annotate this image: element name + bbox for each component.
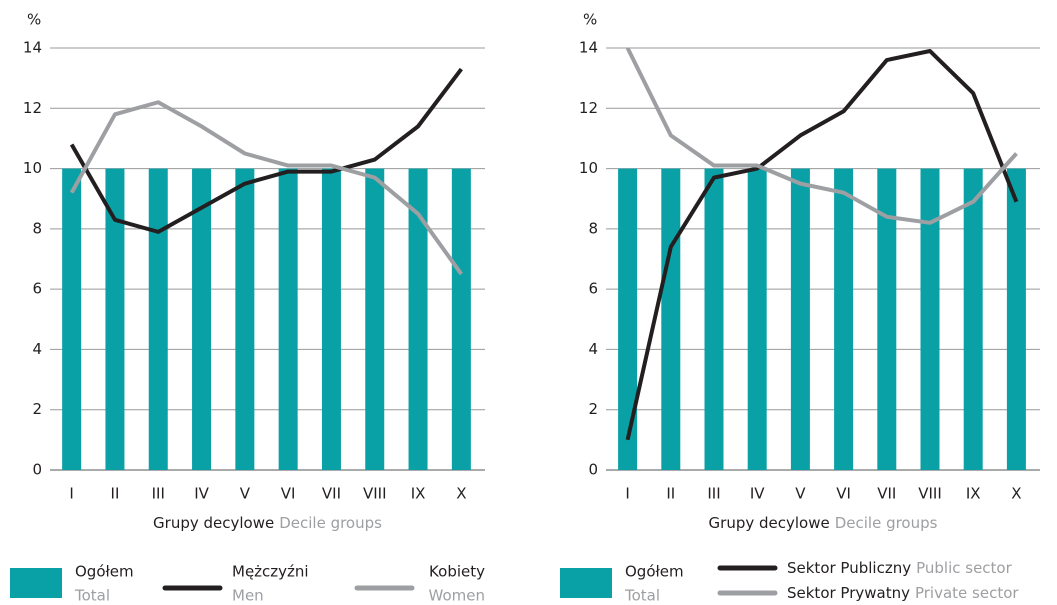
legend-label-en: Men (232, 587, 264, 605)
x-axis-title: Grupy decylowe Decile groups (153, 514, 382, 532)
bar (148, 168, 168, 471)
line (625, 47, 1018, 225)
bar (834, 168, 854, 471)
bar (192, 168, 212, 471)
x-tick-label: VI (281, 485, 296, 503)
x-tick-label: I (625, 485, 629, 503)
x-tick-label: IX (966, 485, 981, 503)
legend-label: Sektor Publiczny Public sector (787, 559, 1013, 577)
x-axis-title-pl: Grupy decylowe (153, 514, 274, 532)
x-tick-label: II (666, 485, 675, 503)
x-tick-label: II (111, 485, 120, 503)
y-tick-label: 6 (588, 280, 598, 298)
y-tick-label: 4 (32, 340, 42, 358)
legend-label: Sektor Prywatny Private sector (787, 584, 1019, 602)
y-unit: % (583, 11, 597, 29)
y-tick-label: 12 (579, 99, 598, 117)
legend-label: Mężczyźni (232, 563, 309, 581)
bar (920, 168, 940, 471)
y-tick-label: 2 (588, 400, 598, 418)
legend-label: Ogółem (625, 563, 684, 581)
bar (365, 168, 385, 471)
bar (1006, 168, 1026, 471)
y-tick-label: 10 (23, 159, 42, 177)
x-tick-label: V (795, 485, 806, 503)
x-axis-title-en: Decile groups (279, 514, 382, 532)
line (69, 100, 463, 276)
bar (618, 168, 638, 471)
bar (235, 168, 255, 471)
legend-label-en: Public sector (916, 559, 1013, 577)
bar (321, 168, 341, 471)
y-tick-label: 8 (32, 219, 42, 237)
x-tick-label: III (707, 485, 720, 503)
x-axis-title: Grupy decylowe Decile groups (709, 514, 938, 532)
legend-swatch (560, 568, 612, 598)
y-tick-label: 14 (23, 39, 42, 57)
y-tick-label: 12 (23, 99, 42, 117)
bar (963, 168, 983, 471)
x-tick-label: VIII (918, 485, 942, 503)
bar (105, 168, 125, 471)
bar (661, 168, 681, 471)
legend-label-en: Total (624, 587, 660, 605)
bar (408, 168, 428, 471)
x-axis-title-en: Decile groups (835, 514, 938, 532)
x-tick-label: I (69, 485, 73, 503)
bar (790, 168, 810, 471)
y-tick-label: 0 (32, 461, 42, 479)
bar (278, 168, 298, 471)
x-tick-label: X (1011, 485, 1021, 503)
legend-label-pl: Sektor Publiczny (787, 559, 911, 577)
x-tick-label: IV (750, 485, 765, 503)
x-tick-label: X (456, 485, 466, 503)
x-tick-label: III (152, 485, 165, 503)
y-tick-label: 10 (579, 159, 598, 177)
x-tick-label: VI (836, 485, 851, 503)
bar (704, 168, 724, 471)
bar (747, 168, 767, 471)
y-tick-label: 14 (579, 39, 598, 57)
x-tick-label: VII (877, 485, 896, 503)
legend-swatch (10, 568, 62, 598)
y-tick-label: 8 (588, 219, 598, 237)
line (69, 67, 463, 234)
x-tick-label: VII (322, 485, 341, 503)
legend-label-pl: Sektor Prywatny (787, 584, 910, 602)
x-tick-label: V (240, 485, 251, 503)
y-tick-label: 2 (32, 400, 42, 418)
legend-label-en: Total (74, 587, 110, 605)
legend-label: Ogółem (75, 563, 134, 581)
bar (877, 168, 897, 471)
bar (62, 168, 82, 471)
x-axis-title-pl: Grupy decylowe (709, 514, 830, 532)
y-tick-label: 6 (32, 280, 42, 298)
legend-label-en: Private sector (915, 584, 1019, 602)
x-tick-label: VIII (363, 485, 387, 503)
y-unit: % (27, 11, 41, 29)
line (625, 49, 1019, 441)
legend-label: Kobiety (429, 563, 485, 581)
x-tick-label: IX (411, 485, 426, 503)
y-tick-label: 4 (588, 340, 598, 358)
y-tick-label: 0 (588, 461, 598, 479)
x-tick-label: IV (194, 485, 209, 503)
legend-label-en: Women (429, 587, 485, 605)
bar (451, 168, 471, 471)
